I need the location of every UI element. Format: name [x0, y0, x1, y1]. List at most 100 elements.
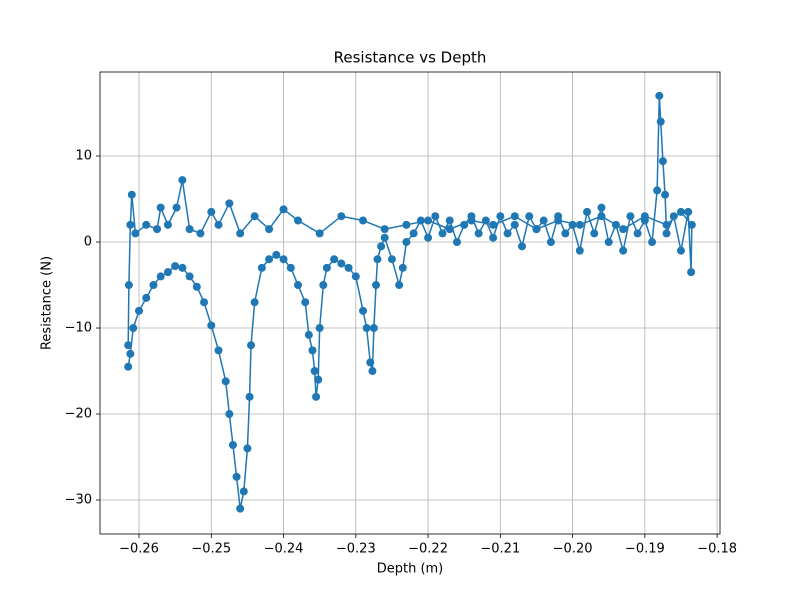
data-point — [366, 358, 375, 367]
data-point — [503, 229, 512, 238]
x-tick-label: −0.26 — [119, 542, 159, 557]
y-axis-label: Resistance (N) — [40, 256, 55, 350]
x-axis-label: Depth (m) — [377, 562, 444, 577]
data-point — [575, 246, 584, 255]
data-point — [236, 229, 245, 238]
data-point — [178, 263, 187, 272]
data-point — [279, 205, 288, 214]
x-tick-label: −0.20 — [553, 542, 593, 557]
data-point — [163, 268, 172, 277]
data-point — [156, 203, 165, 212]
data-point — [126, 349, 135, 358]
data-point — [424, 233, 433, 242]
axes-frame — [99, 71, 721, 535]
data-point — [232, 472, 241, 481]
data-point — [368, 367, 377, 376]
data-point — [676, 207, 685, 216]
data-point — [250, 212, 259, 221]
data-point — [662, 220, 671, 229]
data-point — [221, 377, 230, 386]
data-point — [214, 346, 223, 355]
data-point — [192, 282, 201, 291]
y-tick-label: −10 — [65, 321, 92, 336]
data-point — [351, 272, 360, 281]
data-point — [214, 220, 223, 229]
data-point — [310, 367, 319, 376]
data-point — [653, 186, 662, 195]
data-point — [546, 238, 555, 247]
data-point — [135, 306, 144, 315]
data-point — [359, 306, 368, 315]
data-point — [315, 324, 324, 333]
data-point — [597, 212, 606, 221]
data-point — [445, 216, 454, 225]
data-point — [452, 238, 461, 247]
data-point — [337, 259, 346, 268]
data-point — [257, 263, 266, 272]
data-point — [172, 203, 181, 212]
data-point — [445, 225, 454, 234]
data-point — [322, 263, 331, 272]
data-point — [124, 281, 133, 290]
data-point — [185, 272, 194, 281]
data-point — [178, 176, 187, 185]
data-point — [496, 212, 505, 221]
data-point — [301, 298, 310, 307]
y-tick-label: 0 — [84, 235, 92, 250]
data-point — [362, 324, 371, 333]
data-point — [265, 255, 274, 264]
data-point — [129, 324, 138, 333]
data-point — [568, 220, 577, 229]
data-point — [648, 238, 657, 247]
x-tick-label: −0.21 — [480, 542, 520, 557]
data-point — [171, 262, 180, 271]
data-point — [228, 440, 237, 449]
data-point — [272, 250, 281, 259]
data-point — [308, 346, 317, 355]
data-point — [380, 225, 389, 234]
data-point — [127, 190, 136, 199]
x-tick-label: −0.24 — [264, 542, 304, 557]
data-point — [554, 216, 563, 225]
data-point — [575, 220, 584, 229]
data-point — [380, 233, 389, 242]
data-point — [687, 268, 696, 277]
data-point — [658, 157, 667, 166]
data-point — [489, 220, 498, 229]
data-point — [369, 324, 378, 333]
data-point — [207, 321, 216, 330]
data-point — [265, 225, 274, 234]
data-point — [315, 229, 324, 238]
data-point — [619, 246, 628, 255]
data-point — [669, 212, 678, 221]
data-point — [467, 216, 476, 225]
x-tick-label: −0.19 — [625, 542, 665, 557]
data-point — [402, 220, 411, 229]
data-point — [344, 263, 353, 272]
data-point — [372, 281, 381, 290]
data-point — [279, 255, 288, 264]
grid — [100, 72, 720, 534]
data-point — [438, 229, 447, 238]
data-point — [312, 392, 321, 401]
data-point — [416, 216, 425, 225]
data-point — [489, 233, 498, 242]
data-point — [583, 207, 592, 216]
data-point — [460, 220, 469, 229]
data-point — [626, 212, 635, 221]
data-point — [163, 220, 172, 229]
data-point — [293, 281, 302, 290]
data-point — [247, 341, 256, 350]
data-point — [142, 220, 151, 229]
data-point — [156, 272, 165, 281]
data-point — [250, 298, 259, 307]
x-tick-label: −0.23 — [336, 542, 376, 557]
data-point — [124, 362, 133, 371]
data-point — [243, 444, 252, 453]
data-point — [142, 293, 151, 302]
data-point — [474, 229, 483, 238]
data-point — [590, 229, 599, 238]
y-tick-label: −30 — [65, 493, 92, 508]
data-point — [656, 117, 665, 126]
